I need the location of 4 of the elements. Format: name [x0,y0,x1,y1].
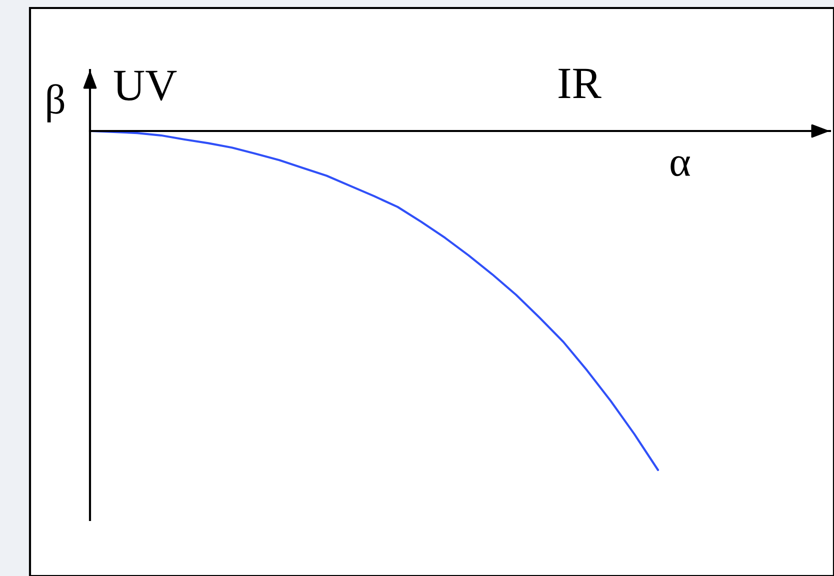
text: IR [558,68,602,98]
text: UV [114,70,177,101]
x-axis-title: α [670,156,690,176]
y-axis-title: β [47,84,64,122]
